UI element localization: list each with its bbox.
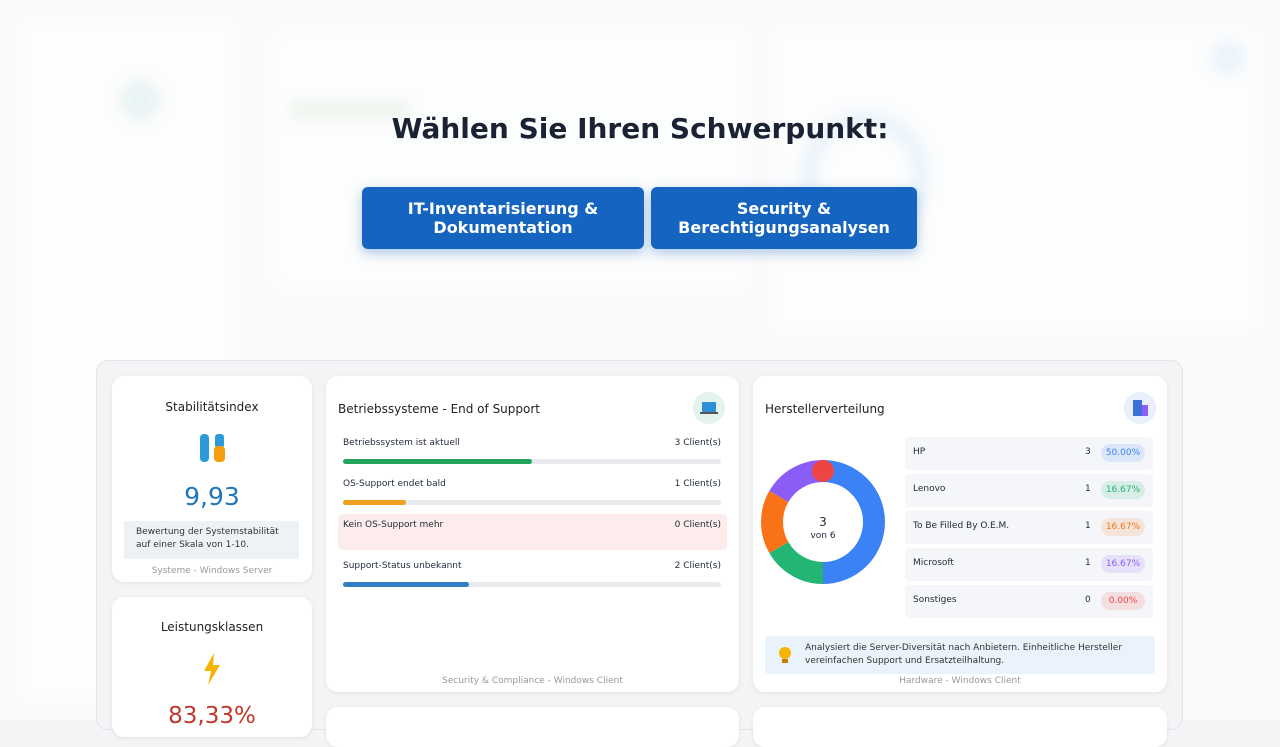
row-count: 0 Client(s) <box>674 520 721 530</box>
card <box>326 707 739 747</box>
insight-text: Analysiert die Server-Diversität nach An… <box>805 643 1123 666</box>
donut-segment <box>769 541 824 584</box>
row-label: Betriebssystem ist aktuell <box>343 438 460 448</box>
manufacturer-name: HP <box>913 447 926 457</box>
card-title: Leistungsklassen <box>160 620 264 634</box>
bulb-icon <box>779 647 791 663</box>
donut-segment <box>761 491 789 553</box>
manufacturer-row: Lenovo 1 16.67% <box>905 474 1153 507</box>
share-pill: 16.67% <box>1101 555 1145 573</box>
share-pill: 16.67% <box>1101 518 1145 536</box>
donut-center-value: 3 <box>819 515 827 529</box>
manufacturer-row: Sonstiges 0 0.00% <box>905 585 1153 618</box>
donut-center-label: von 6 <box>810 531 836 541</box>
bar-track <box>343 459 721 464</box>
lightning-icon <box>204 653 220 685</box>
bar <box>343 500 406 505</box>
manufacturer-count: 0 <box>1085 595 1091 605</box>
manufacturer-name: Sonstiges <box>913 595 957 605</box>
page: Wählen Sie Ihren Schwerpunkt: IT-Inventa… <box>96 40 1246 747</box>
row-count: 1 Client(s) <box>674 479 721 489</box>
manufacturer-row: HP 3 50.00% <box>905 437 1153 470</box>
share-pill: 16.67% <box>1101 481 1145 499</box>
donut-segment <box>822 460 885 584</box>
laptop-icon <box>693 392 725 424</box>
overlay-heading: Wählen Sie Ihren Schwerpunkt: <box>391 112 889 145</box>
manufacturer-count: 3 <box>1085 447 1091 457</box>
row-count: 3 Client(s) <box>674 438 721 448</box>
card-footer: Security & Compliance - Windows Client <box>442 676 623 686</box>
bar-track <box>343 500 721 505</box>
manufacturer-row: To Be Filled By O.E.M. 1 16.67% <box>905 511 1153 544</box>
share-pill: 0.00% <box>1101 592 1145 610</box>
donut-segment <box>812 460 834 482</box>
row-label: OS-Support endet bald <box>343 479 446 489</box>
row-label: Support-Status unbekannt <box>343 561 462 571</box>
manufacturer-count: 1 <box>1085 558 1091 568</box>
bar <box>343 582 469 587</box>
card-footer: Hardware - Windows Client <box>899 676 1021 686</box>
row-label: Kein OS-Support mehr <box>343 520 444 530</box>
card <box>753 707 1167 747</box>
card-footer: Systeme - Windows Server <box>151 566 273 576</box>
wrench-icon <box>200 434 225 462</box>
performance-card: Leistungsklassen 83,33% <box>112 597 312 737</box>
manufacturer-name: Microsoft <box>913 558 954 568</box>
os-card: Betriebssysteme - End of Support Betrieb… <box>326 376 739 692</box>
bar-track <box>343 582 721 587</box>
share-pill: 50.00% <box>1101 444 1145 462</box>
building-icon <box>1124 392 1156 424</box>
manufacturer-count: 1 <box>1085 484 1091 494</box>
insight-box: Analysiert die Server-Diversität nach An… <box>765 636 1155 674</box>
manufacturer-row: Microsoft 1 16.67% <box>905 548 1153 581</box>
card-title: Herstellerverteilung <box>765 402 885 416</box>
donut-chart <box>761 460 885 584</box>
manufacturer-card: Herstellerverteilung 3 von 6 HP 3 50.00% Le… <box>753 376 1167 692</box>
focus-button[interactable]: IT-Inventarisierung & Dokumentation <box>362 187 644 249</box>
manufacturer-name: Lenovo <box>913 484 946 494</box>
card-title: Stabilitätsindex <box>165 400 259 414</box>
row-highlight <box>338 514 727 550</box>
row-count: 2 Client(s) <box>674 561 721 571</box>
manufacturer-count: 1 <box>1085 521 1091 531</box>
performance-value: 83,33% <box>168 703 256 729</box>
description: Bewertung der Systemstabilität auf einer… <box>124 521 299 559</box>
card-title: Betriebssysteme - End of Support <box>338 402 541 416</box>
stability-card: Stabilitätsindex 9,93 Bewertung der Syst… <box>112 376 312 582</box>
manufacturer-name: To Be Filled By O.E.M. <box>913 521 1010 531</box>
stability-value: 9,93 <box>184 482 240 511</box>
bar <box>343 459 532 464</box>
focus-button[interactable]: Security & Berechtigungsanalysen <box>651 187 917 249</box>
